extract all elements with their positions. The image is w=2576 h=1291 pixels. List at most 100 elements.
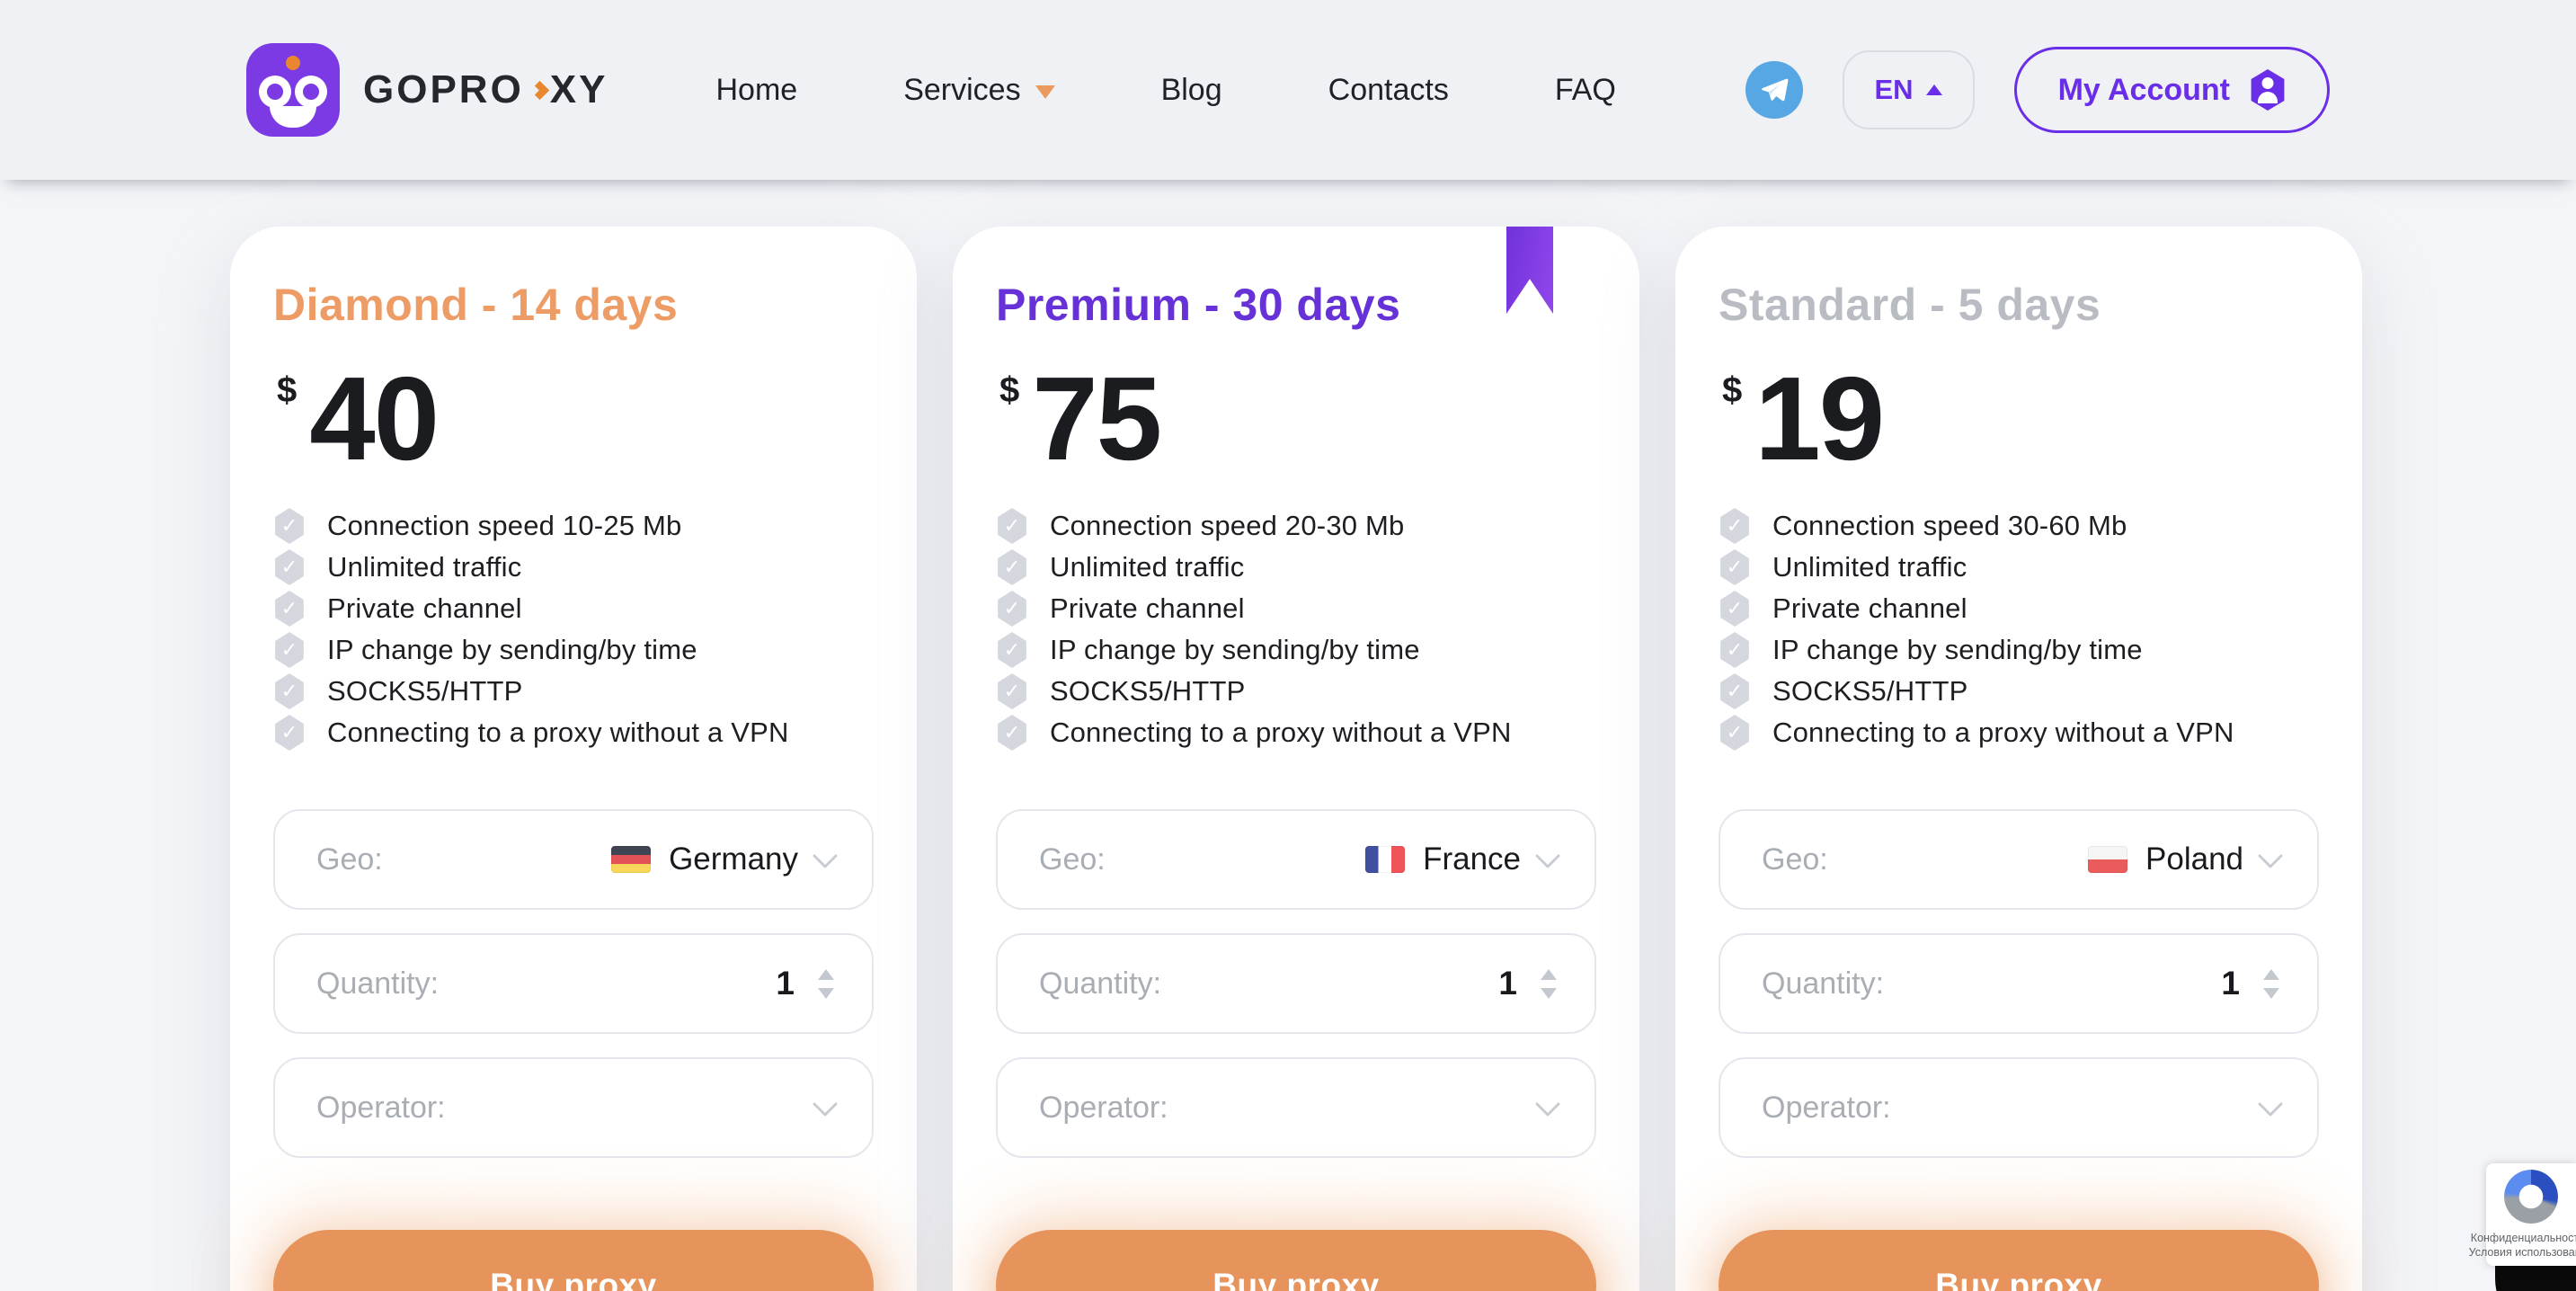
nav-item-services[interactable]: Services: [903, 73, 1055, 108]
check-icon: ✓: [998, 591, 1026, 627]
increment-icon[interactable]: [2263, 968, 2279, 980]
logo-word-suffix: XY: [549, 67, 608, 111]
header-actions: EN My Account: [1745, 47, 2330, 133]
quantity-label: Quantity:: [316, 966, 440, 1001]
geo-select[interactable]: Geo: Poland: [1719, 809, 2319, 910]
currency-sign: $: [277, 370, 298, 410]
feature-item: ✓ SOCKS5/HTTP: [273, 671, 874, 712]
language-selector[interactable]: EN: [1842, 50, 1975, 129]
recaptcha-terms[interactable]: Условия использования: [2468, 1246, 2576, 1259]
buy-proxy-button[interactable]: Buy proxy: [996, 1230, 1596, 1291]
order-form: Geo: France Quantity: 1 Operat: [996, 809, 1596, 1158]
check-icon: ✓: [998, 632, 1026, 668]
nav-item-home[interactable]: Home: [716, 73, 798, 108]
my-account-button[interactable]: My Account: [2013, 47, 2330, 133]
feature-item: ✓ Unlimited traffic: [273, 547, 874, 588]
feature-item: ✓ Connection speed 30-60 Mb: [1719, 505, 2319, 547]
check-icon: ✓: [275, 508, 304, 544]
check-icon: ✓: [998, 508, 1026, 544]
order-form: Geo: Germany Quantity: 1 Opera: [273, 809, 874, 1158]
geo-select[interactable]: Geo: France: [996, 809, 1596, 910]
decrement-icon[interactable]: [2263, 987, 2279, 999]
feature-item: ✓ Private channel: [1719, 588, 2319, 629]
logo-wordmark: GOPRO XY: [363, 67, 608, 112]
chevron-down-icon: [2257, 1091, 2284, 1117]
check-icon: ✓: [1720, 549, 1749, 585]
logo-smile: [270, 106, 316, 128]
feature-item: ✓ Connection speed 20-30 Mb: [996, 505, 1596, 547]
nav-label: FAQ: [1554, 72, 1616, 107]
geo-label: Geo:: [1039, 841, 1106, 877]
quantity-label: Quantity:: [1039, 966, 1162, 1001]
stepper-arrows: [1541, 968, 1557, 999]
operator-label: Operator:: [1762, 1090, 1891, 1125]
feature-text: Connecting to a proxy without a VPN: [1050, 717, 1512, 748]
geo-flag: [1365, 846, 1406, 873]
feature-item: ✓ Unlimited traffic: [996, 547, 1596, 588]
currency-sign: $: [1722, 370, 1743, 410]
nav-item-contacts[interactable]: Contacts: [1328, 73, 1449, 108]
chevron-down-icon: [1534, 1091, 1561, 1117]
price-value: 19: [1754, 352, 1885, 485]
check-icon: ✓: [275, 632, 304, 668]
geo-value: Poland: [2145, 841, 2243, 877]
decrement-icon[interactable]: [818, 987, 834, 999]
currency-sign: $: [999, 370, 1020, 410]
nav-item-faq[interactable]: FAQ: [1555, 73, 1616, 108]
pricing-card: Diamond - 14 days $ 40 ✓ Connection speed…: [230, 227, 917, 1291]
recaptcha-badge[interactable]: Конфиденциальность - Условия использован…: [2469, 1163, 2576, 1266]
chevron-up-icon: [1925, 85, 1942, 95]
check-icon: ✓: [1720, 632, 1749, 668]
recaptcha-privacy[interactable]: Конфиденциальность -: [2470, 1231, 2576, 1244]
pricing-card: Standard - 5 days $ 19 ✓ Connection speed…: [1675, 227, 2362, 1291]
site-header: GOPRO XY Home Services Blog Contacts FAQ: [0, 0, 2576, 180]
pricing-section: Diamond - 14 days $ 40 ✓ Connection speed…: [0, 180, 2576, 1291]
feature-text: Connection speed 20-30 Mb: [1050, 510, 1405, 541]
operator-select[interactable]: Operator:: [273, 1057, 874, 1158]
feature-text: Unlimited traffic: [1772, 551, 1968, 583]
price: $ 75: [996, 360, 1596, 478]
quantity-label: Quantity:: [1762, 966, 1885, 1001]
recaptcha-text: Конфиденциальность - Условия использован…: [2469, 1231, 2576, 1260]
quantity-stepper[interactable]: Quantity: 1: [273, 933, 874, 1034]
card-title: Premium - 30 days: [996, 280, 1401, 330]
check-icon: ✓: [998, 673, 1026, 709]
check-icon: ✓: [275, 591, 304, 627]
check-icon: ✓: [1720, 591, 1749, 627]
buy-proxy-button[interactable]: Buy proxy: [273, 1230, 874, 1291]
check-icon: ✓: [275, 549, 304, 585]
telegram-button[interactable]: [1745, 61, 1803, 119]
feature-text: SOCKS5/HTTP: [1050, 675, 1246, 707]
logo-icon: [246, 43, 340, 137]
nav-item-blog[interactable]: Blog: [1161, 73, 1222, 108]
increment-icon[interactable]: [1541, 968, 1557, 980]
geo-select[interactable]: Geo: Germany: [273, 809, 874, 910]
buy-proxy-button[interactable]: Buy proxy: [1719, 1230, 2319, 1291]
check-icon: ✓: [998, 549, 1026, 585]
my-account-label: My Account: [2057, 72, 2230, 107]
card-title: Standard - 5 days: [1719, 280, 2101, 330]
check-icon: ✓: [998, 715, 1026, 751]
decrement-icon[interactable]: [1541, 987, 1557, 999]
quantity-stepper[interactable]: Quantity: 1: [1719, 933, 2319, 1034]
quantity-value: 1: [2221, 965, 2240, 1002]
logo-eye-left: [259, 76, 291, 108]
logo-eye-right: [295, 76, 327, 108]
geo-value: France: [1423, 841, 1521, 877]
operator-select[interactable]: Operator:: [1719, 1057, 2319, 1158]
chevron-down-icon: [2257, 842, 2284, 869]
quantity-stepper[interactable]: Quantity: 1: [996, 933, 1596, 1034]
logo[interactable]: GOPRO XY: [246, 43, 608, 137]
feature-text: Connecting to a proxy without a VPN: [327, 717, 789, 748]
feature-item: ✓ Connection speed 10-25 Mb: [273, 505, 874, 547]
operator-select[interactable]: Operator:: [996, 1057, 1596, 1158]
geo-label: Geo:: [1762, 841, 1828, 877]
check-icon: ✓: [1720, 715, 1749, 751]
card-title: Diamond - 14 days: [273, 280, 679, 330]
logo-dot: [286, 56, 300, 70]
increment-icon[interactable]: [818, 968, 834, 980]
feature-text: Private channel: [327, 592, 522, 624]
feature-text: Private channel: [1050, 592, 1245, 624]
nav-label: Home: [715, 72, 798, 107]
feature-text: Connection speed 30-60 Mb: [1772, 510, 2127, 541]
